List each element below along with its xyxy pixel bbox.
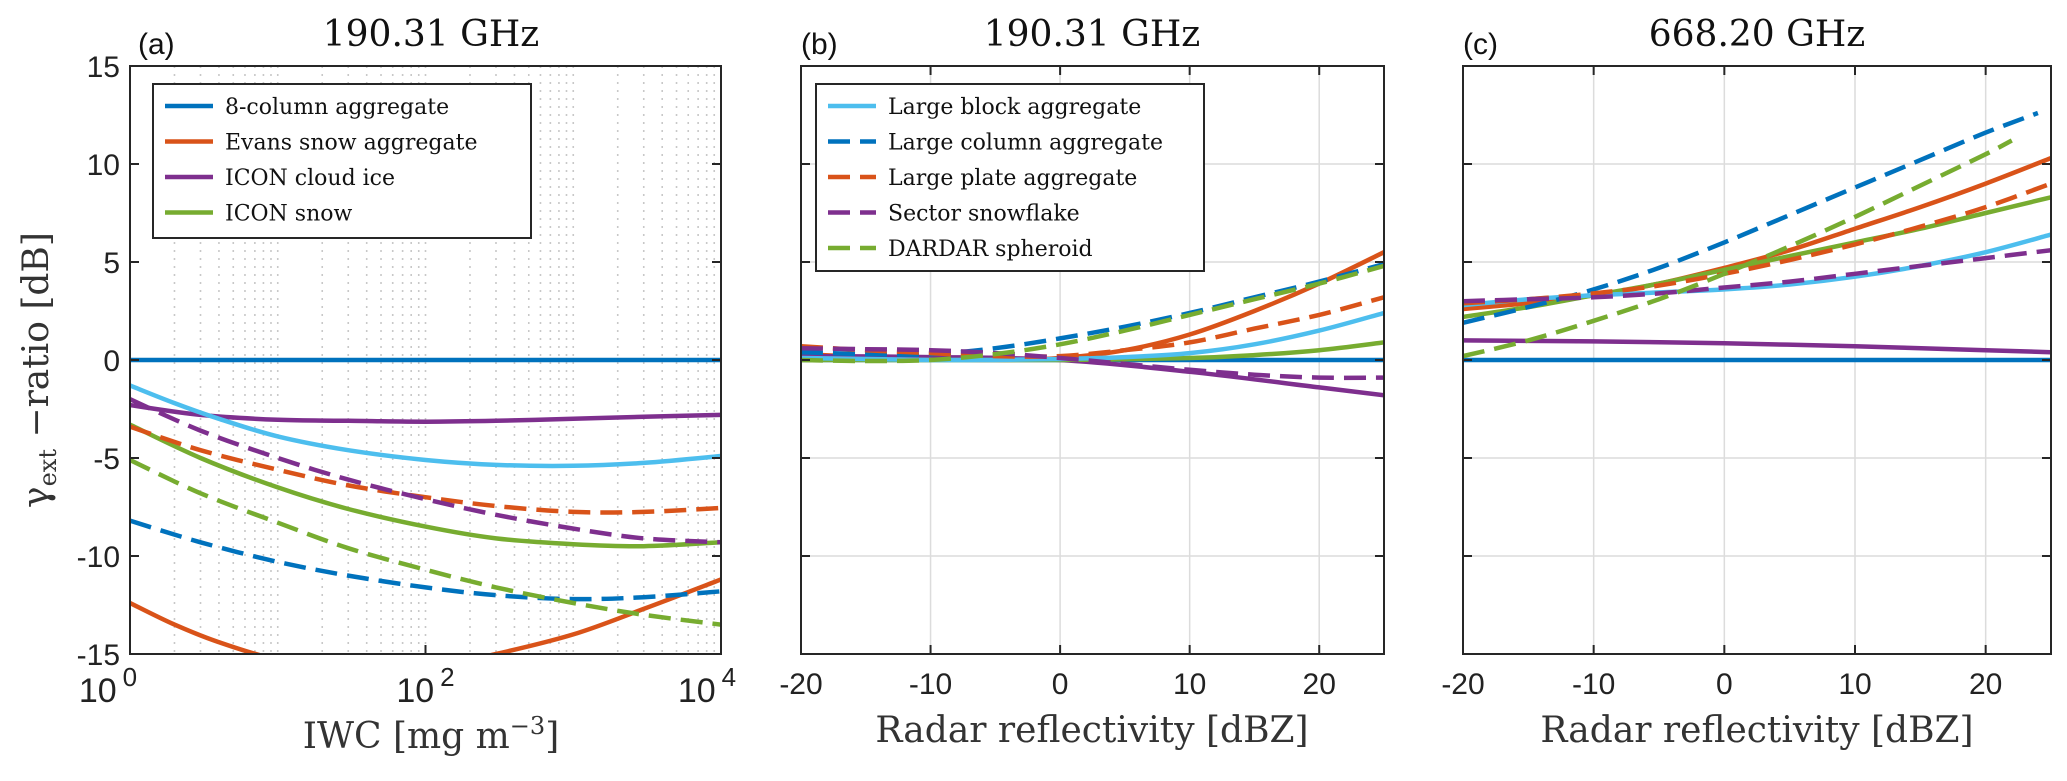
legend-entry-label: Sector snowflake <box>888 202 1080 227</box>
series-line-icon-cloud-ice <box>1463 338 2051 355</box>
legend-b-box <box>815 83 1205 272</box>
panel-c-title: 668.20 GHz <box>1649 14 1866 55</box>
panel-b-title: 190.31 GHz <box>984 14 1201 55</box>
panel-a-x-axis-label: IWC [mg m−3] <box>303 712 559 757</box>
x-tick-label: 10 2 <box>396 662 454 710</box>
x-tick-label: -10 <box>1572 668 1615 701</box>
x-label-close: ] <box>545 716 559 757</box>
panel-a-x-ticks: 10 0 10 2 10 4 <box>79 645 736 710</box>
legend-entry-label: ICON cloud ice <box>225 166 395 191</box>
x-tick-label: 0 <box>1716 668 1733 701</box>
panel-b-x-ticks: -20 -10 0 10 20 <box>779 66 1336 701</box>
panel-c-label: (c) <box>1463 28 1498 61</box>
legend-entry-label: Evans snow aggregate <box>225 131 477 156</box>
x-tick-label: 10 4 <box>678 662 736 710</box>
series-line-dardar-spheroid <box>1463 138 2013 359</box>
panel-c-x-axis-label: Radar reflectivity [dBZ] <box>1540 710 1973 751</box>
panel-a-title: 190.31 GHz <box>323 14 540 55</box>
panel-a-label: (a) <box>138 28 175 61</box>
x-tick-label: 10 <box>1838 668 1871 701</box>
x-tick-exponent: 2 <box>440 662 454 692</box>
panel-b-x-axis-label: Radar reflectivity [dBZ] <box>875 710 1308 751</box>
panel-a-y-axis-label: γext −ratio [dB] <box>16 232 62 508</box>
y-label-gamma: γ <box>16 486 57 508</box>
x-tick-label: -20 <box>779 668 822 701</box>
x-tick-label: 20 <box>1303 668 1336 701</box>
legend-entry-label: DARDAR spheroid <box>888 237 1093 262</box>
x-tick-label: -10 <box>909 668 952 701</box>
panel-c: -20 -10 0 10 20 (c) 668.20 GHz Radar reflect… <box>1441 14 2052 751</box>
panel-c-series <box>1463 110 2051 363</box>
panel-c-x-ticks: -20 -10 0 10 20 <box>1441 66 2002 701</box>
y-tick-label: 0 <box>103 345 120 378</box>
x-tick-label: 0 <box>1052 668 1069 701</box>
series-line-dardar-spheroid <box>130 457 721 627</box>
y-tick-label: 5 <box>103 247 120 280</box>
x-tick-exponent: 4 <box>722 662 736 692</box>
y-tick-label: -5 <box>93 443 120 476</box>
series-line-icon-snow <box>130 422 721 549</box>
series-line-large-column-aggregate <box>130 518 721 602</box>
series-group <box>130 357 721 654</box>
series-line-large-plate-aggregate <box>130 424 721 515</box>
panel-a-y-ticks: 15 10 5 0 -5 -10 -15 <box>77 51 721 672</box>
panel-b: -20 -10 0 10 20 (b) 190.31 GHz Radar reflect… <box>779 14 1385 751</box>
series-group <box>1463 110 2051 363</box>
y-tick-label: 15 <box>87 51 120 84</box>
series-line-evans-snow-aggregate <box>130 577 721 654</box>
panel-b-legend: Large block aggregate Large column aggreg… <box>815 83 1205 272</box>
y-label-rest: −ratio [dB] <box>16 232 57 449</box>
panel-b-y-ticks <box>801 65 1384 655</box>
series-group <box>801 250 1384 398</box>
panel-a-series <box>130 357 721 654</box>
panel-c-y-ticks <box>1463 65 2051 655</box>
series-line-large-block-aggregate <box>130 383 721 469</box>
series-line-dardar-spheroid <box>801 263 1384 364</box>
y-label-subscript: ext <box>34 449 62 487</box>
x-tick-label: -20 <box>1441 668 1484 701</box>
x-tick-label: 10 0 <box>79 662 137 710</box>
x-tick-base: 10 <box>79 672 117 710</box>
series-line-sector-snowflake <box>801 345 1384 381</box>
legend-entry-label: 8-column aggregate <box>225 95 449 120</box>
legend-a-box <box>152 83 532 239</box>
panel-b-label: (b) <box>801 28 838 61</box>
series-line-sector-snowflake <box>130 397 721 545</box>
series-line-icon-snow <box>1463 195 2051 320</box>
x-tick-exponent: 0 <box>123 662 137 692</box>
x-tick-label: 20 <box>1969 668 2002 701</box>
legend-entry-label: Large block aggregate <box>888 95 1141 120</box>
series-line-sector-snowflake <box>1463 247 2051 304</box>
x-tick-base: 10 <box>396 672 434 710</box>
y-tick-label: -15 <box>77 639 120 672</box>
panel-a-legend: 8-column aggregate Evans snow aggregate IC… <box>152 83 532 239</box>
x-tick-base: 10 <box>678 672 716 710</box>
x-tick-label: 10 <box>1173 668 1206 701</box>
series-line-icon-cloud-ice <box>130 402 721 424</box>
legend-entry-label: ICON snow <box>225 202 353 227</box>
y-tick-label: -10 <box>77 541 120 574</box>
panel-b-series <box>801 250 1384 398</box>
legend-entry-label: Large column aggregate <box>888 131 1163 156</box>
y-tick-label: 10 <box>87 149 120 182</box>
x-label-exponent: −3 <box>510 712 545 740</box>
legend-entry-label: Large plate aggregate <box>888 166 1137 191</box>
x-label-main: IWC [mg m <box>303 716 510 757</box>
